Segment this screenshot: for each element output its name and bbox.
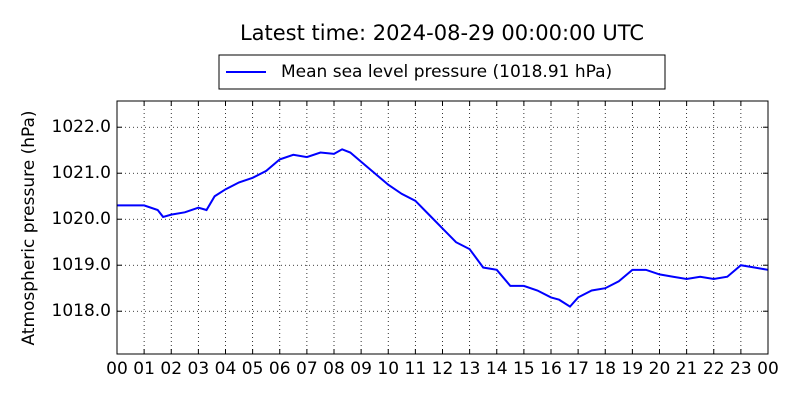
x-tick-label: 20: [649, 359, 671, 379]
x-tick-label: 00: [106, 359, 128, 379]
x-tick-label: 14: [486, 359, 508, 379]
x-tick-label: 05: [242, 359, 264, 379]
x-tick-label: 21: [676, 359, 698, 379]
x-tick-label: 17: [567, 359, 589, 379]
x-tick-label: 06: [269, 359, 291, 379]
x-tick-label: 23: [730, 359, 752, 379]
legend-label: Mean sea level pressure (1018.91 hPa): [281, 62, 612, 82]
x-tick-label: 03: [188, 359, 210, 379]
x-tick-label: 09: [350, 359, 372, 379]
x-tick-label: 12: [432, 359, 454, 379]
y-tick-label: 1019.0: [52, 255, 111, 275]
x-tick-label: 01: [133, 359, 155, 379]
x-tick-label: 18: [594, 359, 616, 379]
y-tick-label: 1018.0: [52, 301, 111, 321]
x-tick-label: 11: [405, 359, 427, 379]
y-axis-label: Atmospheric pressure (hPa): [19, 110, 39, 345]
x-tick-label: 22: [703, 359, 725, 379]
y-tick-label: 1021.0: [52, 163, 111, 183]
legend-box: [218, 54, 666, 90]
x-tick-label: 00: [757, 359, 779, 379]
x-tick-label: 19: [622, 359, 644, 379]
chart-title: Latest time: 2024-08-29 00:00:00 UTC: [240, 21, 644, 45]
x-tick-label: 16: [540, 359, 562, 379]
x-tick-label: 10: [377, 359, 399, 379]
x-tick-label: 13: [459, 359, 481, 379]
x-tick-label: 15: [513, 359, 535, 379]
plot-frame: [116, 100, 769, 355]
y-tick-label: 1020.0: [52, 209, 111, 229]
y-tick-label: 1022.0: [52, 117, 111, 137]
series-line: [117, 148, 769, 308]
x-tick-label: 08: [323, 359, 345, 379]
x-tick-label: 02: [160, 359, 182, 379]
x-tick-label: 07: [296, 359, 318, 379]
x-tick-label: 04: [215, 359, 237, 379]
